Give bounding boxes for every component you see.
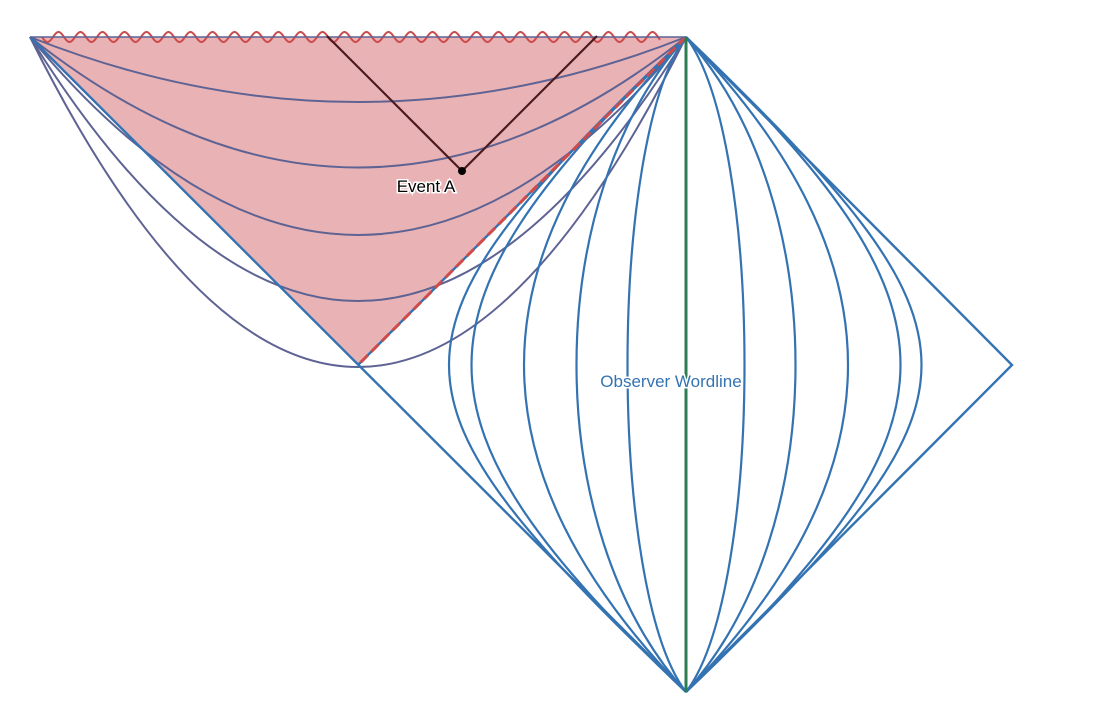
exterior-curve [685,36,923,693]
exterior-curve [470,36,687,693]
light-ray-left [326,35,463,172]
interior-slice [29,36,687,103]
black-hole-interior [30,37,686,365]
exterior-curve [685,36,797,693]
exterior-curve [626,36,687,693]
exterior-curve [685,36,746,693]
exterior-curve [685,36,902,693]
event-a-label: Event A [397,177,456,196]
exterior-curve [685,36,849,693]
light-cone [326,35,598,172]
exterior-curve [523,36,687,693]
light-ray-right [461,35,598,172]
interior-slices [29,36,687,368]
exterior-curves [448,36,923,693]
event-horizon [356,35,688,367]
interior-slice [29,36,687,302]
singularity [41,31,661,43]
interior-slice [29,36,687,169]
observer-wordline-label: Observer Wordline [600,372,741,391]
exterior-curve [575,36,687,693]
interior-slice [29,36,687,368]
event-a-point [458,167,466,175]
